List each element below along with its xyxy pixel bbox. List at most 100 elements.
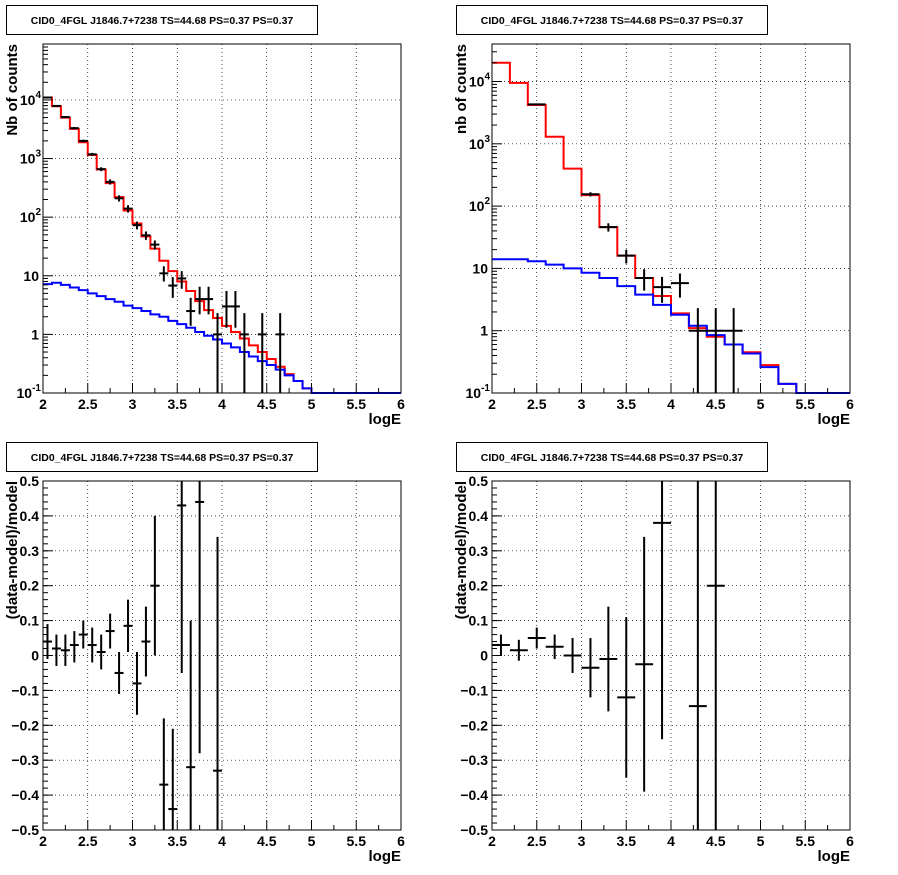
data-point — [105, 613, 115, 649]
y-tick-label: 102 — [20, 207, 42, 225]
data-point — [635, 269, 654, 291]
data-point — [581, 638, 600, 698]
x-tick-label: 4 — [667, 833, 675, 849]
data-point — [581, 192, 600, 197]
data-point — [51, 104, 61, 107]
plot-title-bottom-right: CID0_4FGL J1846.7+7238 TS=44.68 PS=0.37 … — [456, 442, 768, 472]
y-tick-label: 1 — [480, 323, 488, 339]
data-point — [123, 205, 133, 213]
y-axis-title: Nb of counts — [4, 44, 21, 136]
data-point — [60, 634, 70, 666]
x-tick-label: 4.5 — [706, 833, 726, 849]
data-point — [96, 167, 106, 172]
data-point — [617, 249, 636, 264]
y-tick-label: 1 — [31, 326, 39, 342]
x-axis-title: logE — [818, 848, 851, 865]
data-point — [141, 606, 151, 677]
x-axis-title: logE — [818, 411, 851, 428]
x-tick-label: 4 — [667, 396, 675, 412]
data-point — [132, 652, 142, 715]
x-tick-label: 2.5 — [78, 396, 98, 412]
data-point — [69, 631, 79, 663]
data-point — [509, 639, 528, 661]
data-point — [706, 481, 725, 830]
data-point — [635, 536, 654, 792]
data-point — [51, 634, 61, 666]
x-tick-label: 3.5 — [168, 833, 188, 849]
data-point — [275, 313, 285, 393]
data-point — [195, 286, 205, 315]
data-point — [114, 652, 124, 694]
data-point — [141, 231, 151, 240]
data-point — [96, 634, 106, 670]
data-point — [222, 290, 231, 328]
x-tick-label: 3.5 — [617, 833, 637, 849]
y-axis-title: (data-model)/model — [4, 481, 21, 619]
y-tick-label: 0.5 — [20, 473, 40, 489]
data-point — [492, 634, 510, 656]
x-tick-label: 5 — [308, 833, 316, 849]
data-point — [159, 718, 169, 830]
data-point — [168, 277, 178, 298]
plot-title-top-right: CID0_4FGL J1846.7+7238 TS=44.68 PS=0.37 … — [456, 5, 768, 35]
x-tick-label: 3 — [578, 833, 586, 849]
y-tick-label: 103 — [20, 149, 42, 167]
data-point — [186, 297, 196, 326]
data-point — [69, 127, 79, 130]
data-point — [688, 481, 707, 830]
data-point — [653, 276, 671, 303]
x-axis-title: logE — [369, 411, 402, 428]
y-tick-label: 0.3 — [469, 543, 489, 559]
chart-panel: 2 2.5 3 3.5 4 4.5 5 5.5 6 −0.5 −0.4 −0.3 −0.2 −0.1 0 0.… — [453, 473, 854, 865]
histogram-series-1 — [492, 258, 850, 394]
data-point — [724, 308, 743, 393]
data-point — [43, 96, 52, 99]
y-tick-label: −0.2 — [11, 717, 39, 733]
x-tick-label: 3.5 — [168, 396, 188, 412]
x-tick-label: 5.5 — [796, 833, 816, 849]
data-point — [114, 195, 124, 202]
data-point — [150, 515, 160, 656]
x-tick-label: 6 — [397, 833, 405, 849]
x-tick-label: 4.5 — [257, 833, 277, 849]
chart-panel: 2 2.5 3 3.5 4 4.5 5 5.5 6 10-1 1 10 102 103 104 logE Nb … — [4, 43, 405, 428]
y-tick-label: 10 — [472, 260, 488, 276]
x-tick-label: 5 — [757, 396, 765, 412]
data-point — [706, 308, 725, 393]
y-tick-label: 0.4 — [20, 508, 40, 524]
x-tick-label: 2 — [488, 833, 496, 849]
data-point — [239, 313, 249, 393]
x-tick-label: 3.5 — [617, 396, 637, 412]
y-tick-label: −0.4 — [11, 787, 39, 803]
data-point — [230, 290, 240, 328]
x-tick-label: 3 — [129, 396, 137, 412]
y-tick-label: 0.1 — [20, 613, 40, 629]
data-point — [213, 313, 222, 393]
x-tick-label: 4 — [218, 396, 226, 412]
data-point — [150, 240, 160, 250]
x-tick-label: 5.5 — [796, 396, 816, 412]
data-point — [78, 139, 88, 143]
data-point — [123, 599, 133, 653]
chart-panel: 2 2.5 3 3.5 4 4.5 5 5.5 6 −0.5 −0.4 −0.3 −0.2 −0.1 0 0.… — [4, 473, 405, 865]
y-tick-label: 104 — [469, 72, 491, 90]
x-tick-label: 2.5 — [527, 833, 547, 849]
data-point — [132, 221, 142, 230]
x-tick-label: 4.5 — [257, 396, 277, 412]
data-point — [617, 617, 636, 778]
y-axis-title: nb of counts — [453, 44, 470, 134]
data-point — [60, 116, 70, 119]
data-point — [545, 634, 564, 659]
x-tick-label: 4.5 — [706, 396, 726, 412]
y-tick-label: −0.1 — [460, 682, 488, 698]
data-point — [177, 481, 187, 673]
data-point — [177, 271, 187, 289]
y-tick-label: 0.4 — [469, 508, 489, 524]
y-tick-label: 0.2 — [469, 578, 489, 594]
y-tick-label: 0 — [480, 648, 488, 664]
x-tick-label: 6 — [846, 396, 854, 412]
data-point — [213, 536, 222, 830]
y-tick-label: −0.2 — [460, 717, 488, 733]
y-tick-label: −0.5 — [460, 822, 488, 838]
